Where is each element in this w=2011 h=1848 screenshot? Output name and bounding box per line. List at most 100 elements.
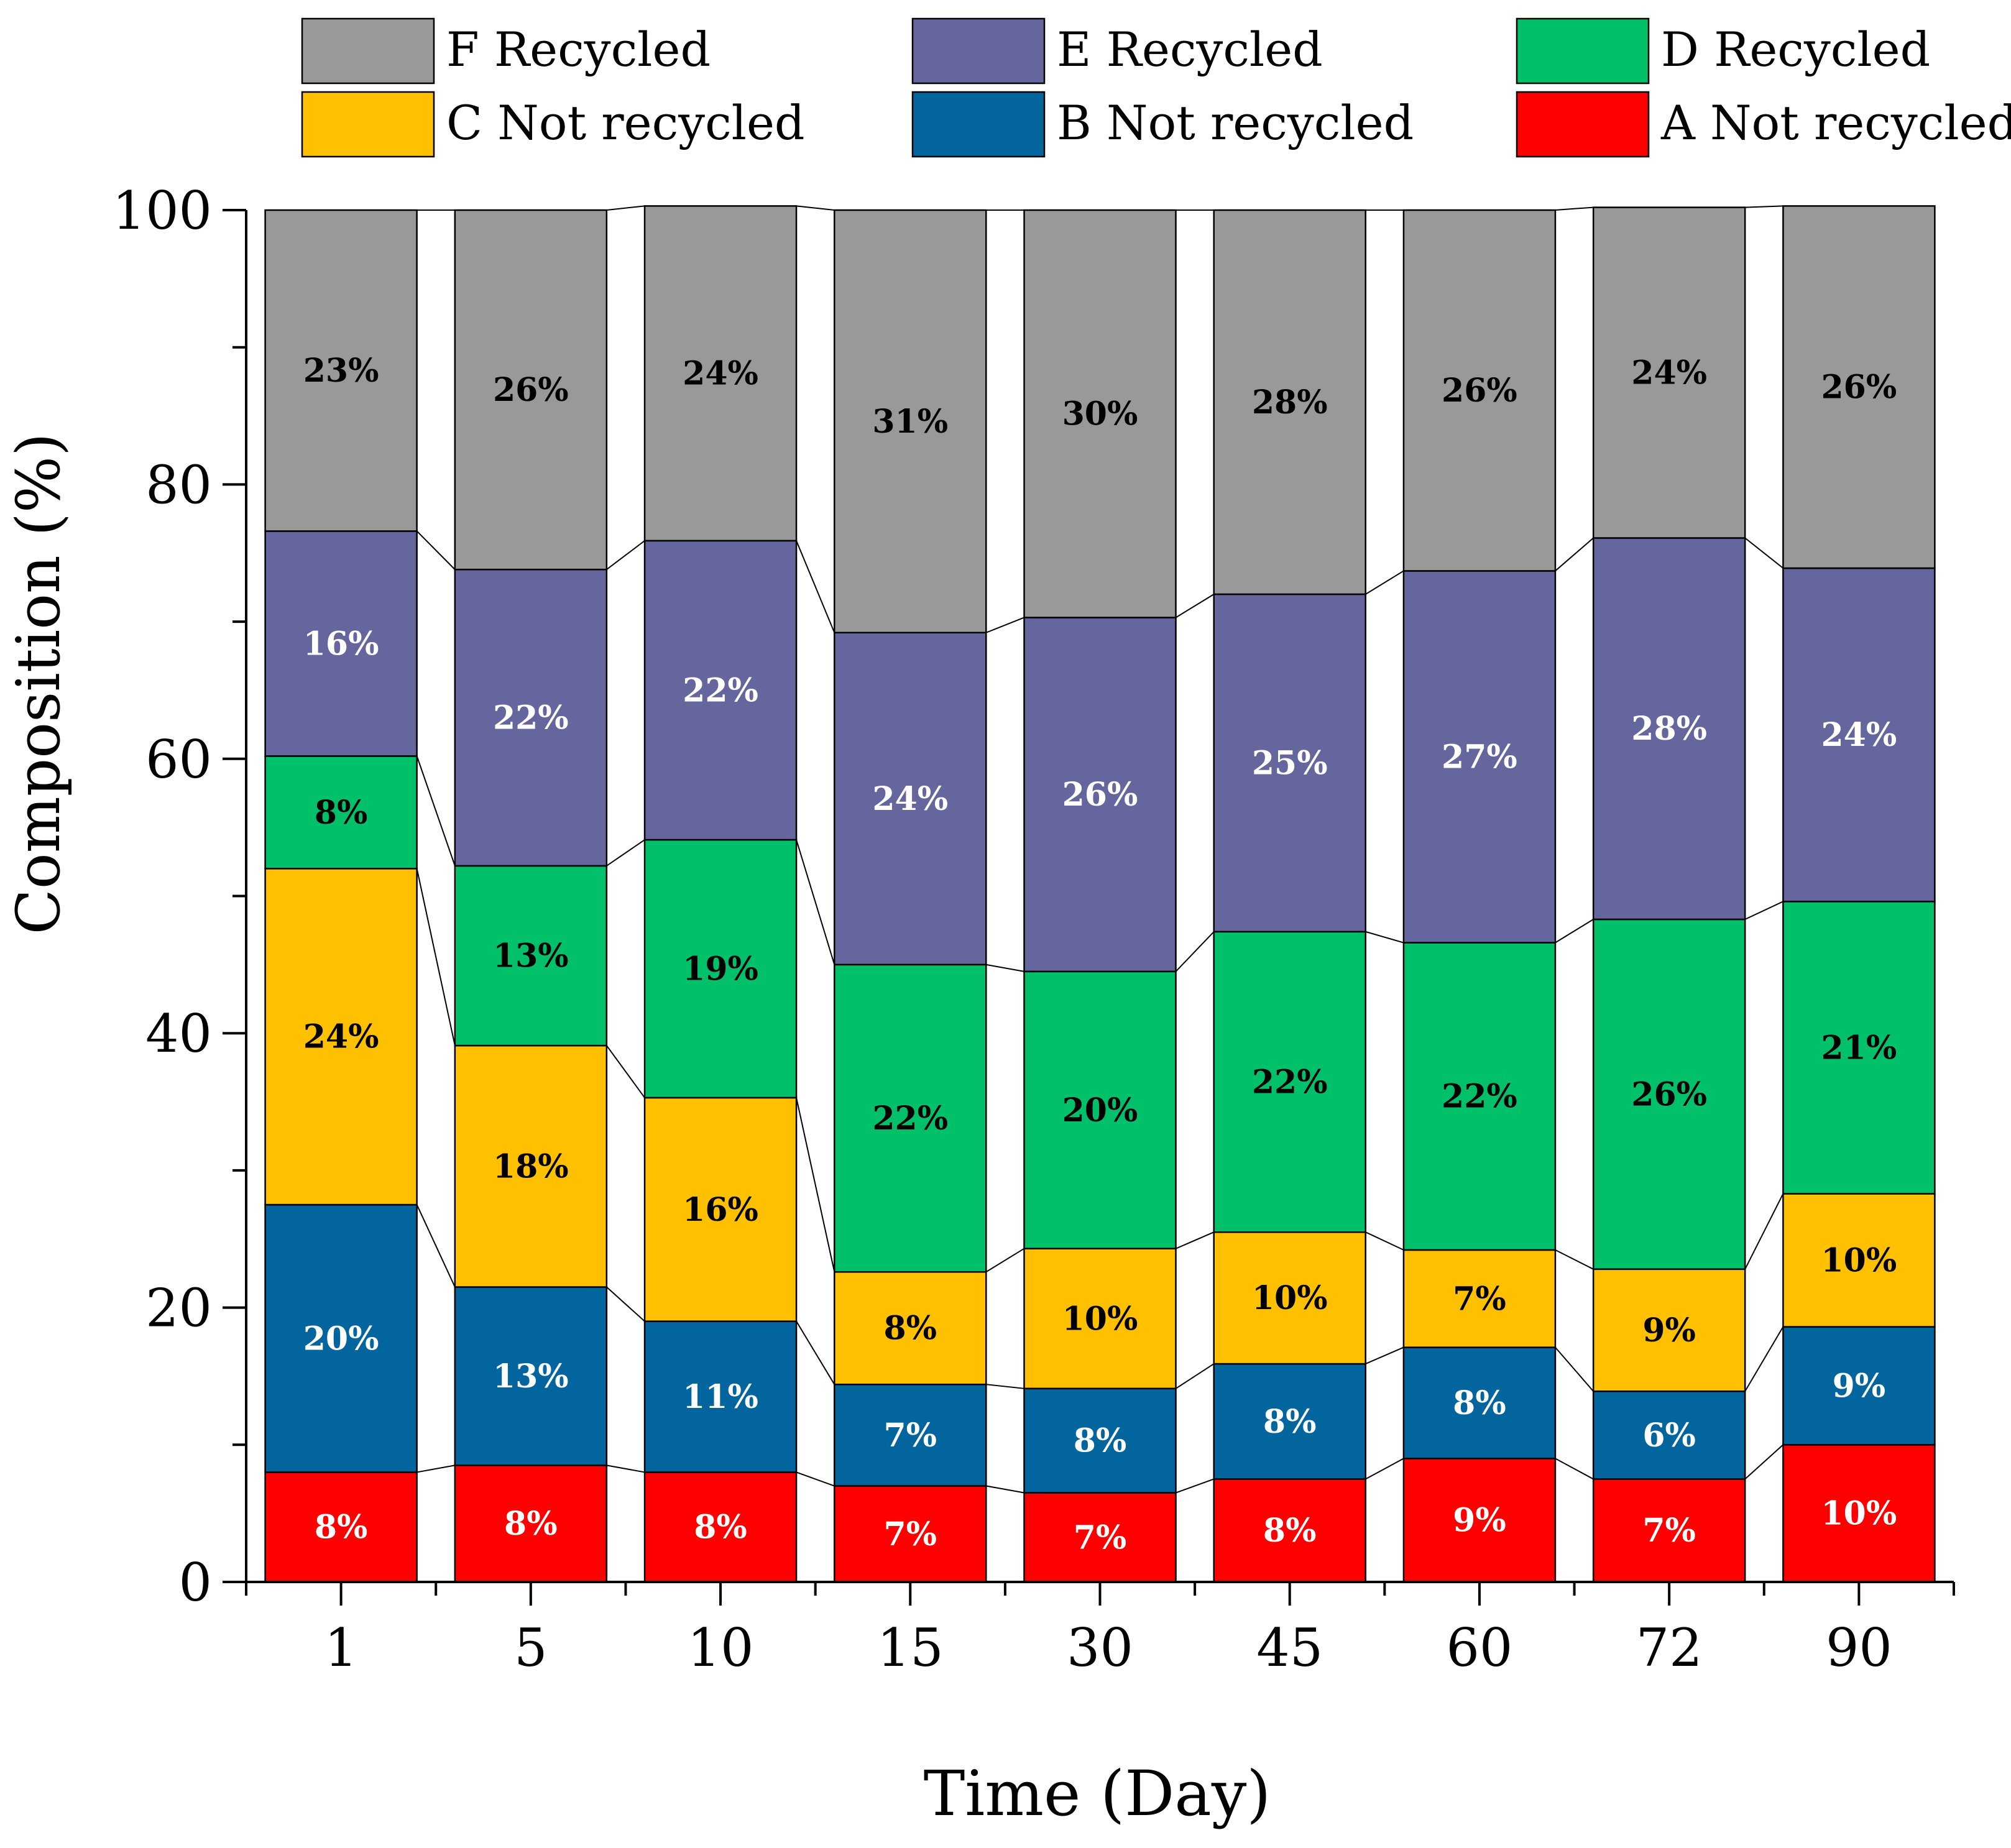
- bar-segment-e-recycled-day-45: [1213, 593, 1366, 933]
- y-tick-label: 40: [145, 1003, 212, 1064]
- bar-segment-f-recycled-day-5: [454, 209, 608, 571]
- connector-line: [606, 1045, 645, 1098]
- connector-line: [985, 1248, 1025, 1273]
- data-label: 8%: [694, 1509, 747, 1547]
- data-label: 23%: [303, 352, 379, 390]
- data-label: 24%: [1631, 354, 1707, 392]
- data-label: 20%: [1062, 1092, 1138, 1129]
- bar-segment-a-not-recycled-day-1: [264, 1471, 418, 1583]
- connector-line: [1365, 1458, 1404, 1480]
- legend: F Recycled E Recycled D Recycled C Not recy…: [301, 17, 2011, 158]
- connector-line: [606, 540, 645, 571]
- bar-segment-b-not-recycled-day-15: [834, 1383, 987, 1487]
- data-label: 8%: [1263, 1403, 1317, 1441]
- data-label: 9%: [1642, 1312, 1696, 1349]
- bar-segment-b-not-recycled-day-1: [264, 1203, 418, 1473]
- connector-line: [1365, 570, 1404, 595]
- connector-line: [606, 1286, 645, 1322]
- x-tick-label: 10: [688, 1617, 754, 1678]
- bar-segment-e-recycled-day-72: [1592, 537, 1746, 921]
- bar-segment-b-not-recycled-day-72: [1592, 1390, 1746, 1480]
- connector-line: [1744, 901, 1783, 920]
- bar-segment-d-recycled-day-15: [834, 963, 987, 1273]
- y-tick-label: 100: [113, 180, 212, 241]
- bar-segment-d-recycled-day-1: [264, 755, 418, 870]
- data-label: 11%: [683, 1378, 758, 1416]
- y-axis-title: Composition (%): [4, 433, 73, 934]
- bars: [264, 205, 1936, 1583]
- bar-segment-c-not-recycled-day-5: [454, 1044, 608, 1288]
- connector-line: [1555, 206, 1594, 211]
- data-label: 30%: [1062, 395, 1138, 433]
- bar-segment-a-not-recycled-day-72: [1592, 1478, 1746, 1583]
- connector-line: [1555, 1249, 1594, 1270]
- x-tick-label: 5: [514, 1617, 547, 1678]
- bar-segment-b-not-recycled-day-90: [1782, 1326, 1936, 1446]
- data-label: 13%: [493, 937, 569, 975]
- bar-segment-e-recycled-day-30: [1023, 617, 1177, 973]
- connector-line: [1175, 594, 1215, 618]
- data-label: 8%: [1453, 1384, 1506, 1422]
- x-tick-label: 72: [1636, 1617, 1703, 1678]
- data-label: 24%: [303, 1018, 379, 1056]
- bar-segment-b-not-recycled-day-5: [454, 1286, 608, 1466]
- data-label: 7%: [883, 1417, 937, 1455]
- bar-segment-e-recycled-day-90: [1782, 567, 1936, 903]
- data-label: 10%: [1821, 1495, 1897, 1533]
- legend-label-e-recycled: E Recycled: [1057, 22, 1323, 77]
- bar-segment-d-recycled-day-72: [1592, 918, 1746, 1271]
- data-label: 25%: [1252, 744, 1328, 782]
- data-label: 8%: [1263, 1512, 1317, 1550]
- legend-label-f-recycled: F Recycled: [446, 22, 711, 77]
- bar-segment-f-recycled-day-72: [1592, 206, 1746, 539]
- connector-line: [1555, 919, 1594, 944]
- data-label: 7%: [1453, 1280, 1506, 1318]
- x-tick-label: 15: [877, 1617, 944, 1678]
- connector-line: [1365, 1346, 1404, 1365]
- bar-segment-f-recycled-day-15: [834, 209, 987, 634]
- data-label: 8%: [504, 1505, 558, 1543]
- connector-line: [796, 540, 835, 633]
- data-label: 20%: [303, 1320, 379, 1358]
- y-tick-label: 20: [145, 1278, 212, 1339]
- legend-label-b-not-recycled: B Not recycled: [1057, 95, 1414, 150]
- legend-swatch-e-recycled: [911, 17, 1046, 85]
- connector-line: [606, 205, 645, 211]
- connector-line: [1744, 537, 1784, 569]
- connector-line: [1744, 1193, 1784, 1270]
- bar-segment-e-recycled-day-15: [834, 632, 987, 966]
- bar-segment-c-not-recycled-day-60: [1402, 1249, 1557, 1348]
- bar-segment-e-recycled-day-5: [454, 568, 608, 867]
- data-label: 9%: [1453, 1502, 1506, 1540]
- connector-line: [1175, 931, 1215, 972]
- bar-segment-c-not-recycled-day-90: [1782, 1193, 1936, 1328]
- connector-line: [1365, 931, 1404, 944]
- legend-label-c-not-recycled: C Not recycled: [446, 95, 805, 150]
- data-label: 28%: [1631, 710, 1707, 748]
- bar-segment-e-recycled-day-1: [264, 530, 418, 757]
- data-label: 10%: [1252, 1279, 1328, 1317]
- connector-line: [416, 1464, 456, 1473]
- data-label: 27%: [1442, 738, 1517, 776]
- legend-swatch-b-not-recycled: [911, 91, 1046, 158]
- data-label: 28%: [1252, 384, 1328, 421]
- data-label: 18%: [493, 1147, 569, 1185]
- legend-label-d-recycled: D Recycled: [1661, 22, 1930, 77]
- legend-swatch-a-not-recycled: [1516, 91, 1650, 158]
- legend-swatch-d-recycled: [1516, 17, 1650, 85]
- data-label: 22%: [1442, 1078, 1517, 1116]
- data-label: 22%: [683, 671, 758, 709]
- x-tick-label: 45: [1256, 1617, 1323, 1678]
- bar-labels: 8% 8% 8% 7% 7% 8% 9% 7% 10% 20% 13% 11% 7% 8% 8% 8% 6% 9%…: [303, 352, 1897, 1556]
- data-label: 24%: [1821, 716, 1897, 754]
- bar-segment-d-recycled-day-45: [1213, 931, 1366, 1233]
- data-label: 19%: [683, 950, 758, 988]
- bar-segment-b-not-recycled-day-10: [643, 1320, 798, 1473]
- data-label: 7%: [1074, 1519, 1127, 1556]
- connector-line: [1176, 1478, 1215, 1494]
- connector-line: [606, 1464, 645, 1473]
- bar-segment-f-recycled-day-10: [643, 205, 798, 542]
- bar-segment-b-not-recycled-day-60: [1402, 1346, 1557, 1460]
- bar-segment-c-not-recycled-day-10: [643, 1096, 798, 1322]
- y-tick-label: 60: [145, 729, 212, 790]
